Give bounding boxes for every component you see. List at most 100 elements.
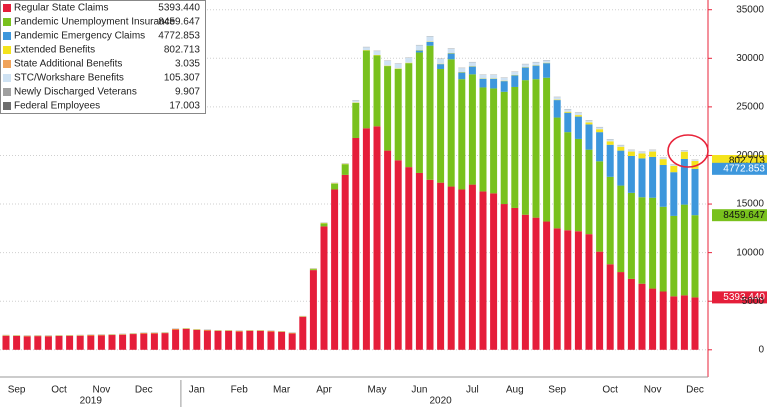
bar-segment: [649, 156, 657, 198]
bar-segment: [511, 71, 519, 75]
bar-segment: [659, 164, 667, 207]
bar-segment: [437, 68, 445, 183]
bar-segment: [617, 145, 625, 147]
bar-segment: [426, 41, 434, 46]
bar-segment: [649, 150, 657, 152]
bar-segment: [490, 193, 498, 350]
bar-segment: [511, 86, 519, 208]
bar-segment: [225, 330, 233, 350]
bar-segment: [670, 165, 678, 173]
bar-segment: [129, 334, 137, 350]
legend-value: 802.713: [164, 45, 201, 56]
legend-label: Extended Benefits: [14, 45, 95, 56]
bar-segment: [437, 58, 445, 64]
bar-segment: [680, 158, 688, 205]
bar-segment: [490, 74, 498, 79]
bar-segment: [352, 100, 360, 103]
x-tick-label: Jan: [189, 385, 205, 396]
bar-segment: [34, 336, 42, 350]
bar-segment: [246, 330, 254, 350]
legend-label: Federal Employees: [14, 101, 100, 112]
bar-segment: [352, 137, 360, 350]
bar-segment: [543, 77, 551, 222]
bar-segment: [405, 63, 413, 168]
y-tick-label: 15000: [736, 199, 764, 210]
value-tag: [712, 209, 767, 222]
x-tick-label: Oct: [51, 385, 67, 396]
y-tick-label: 0: [758, 344, 764, 355]
axis-labels: 0 5000 10000 15000 20000 25000 30000 35000 Sep Oc…: [8, 4, 764, 407]
x-tick-label: Jun: [411, 385, 427, 396]
bar-segment: [384, 60, 392, 66]
bar-segment: [670, 164, 678, 166]
legend-swatch: [3, 88, 11, 96]
value-tag-label: 8459.647: [723, 210, 765, 221]
y-tick-label: 25000: [736, 102, 764, 113]
bar-segment: [490, 88, 498, 194]
value-tags: 802.713 8459.647 4772.853 5393.440: [712, 155, 767, 304]
bar-segment: [596, 132, 604, 162]
bar-segment: [44, 336, 52, 350]
bar-segment: [479, 191, 487, 350]
bar-segment: [574, 112, 582, 116]
bar-segment: [606, 141, 614, 145]
bar-segment: [55, 335, 63, 350]
bar-segment: [691, 168, 699, 216]
bar-segment: [521, 214, 529, 350]
bar-segment: [627, 150, 635, 152]
bar-segment: [415, 52, 423, 173]
bar-segment: [490, 78, 498, 89]
bar-segment: [659, 159, 667, 165]
bar-segment: [680, 150, 688, 152]
x-tick-label: Dec: [686, 385, 704, 396]
legend-swatch: [3, 74, 11, 82]
bar-segment: [659, 206, 667, 292]
legend-label: Pandemic Unemployment Insurance: [14, 17, 176, 28]
bar-segment: [691, 159, 699, 161]
bar-segment: [670, 172, 678, 216]
bar-segment: [108, 335, 116, 350]
legend-swatch: [3, 46, 11, 54]
bar-segment: [627, 192, 635, 279]
bar-segment: [458, 68, 466, 72]
bar-segment: [437, 64, 445, 69]
bar-segment: [500, 77, 508, 81]
bar-segment: [331, 183, 339, 190]
bar-segment: [617, 150, 625, 186]
bar-segment: [606, 176, 614, 265]
bar-segment: [256, 330, 264, 350]
bar-segment: [394, 68, 402, 161]
value-tag: [712, 162, 767, 175]
bar-segment: [447, 53, 455, 60]
bar-segment: [532, 65, 540, 80]
legend-label: State Additional Benefits: [14, 59, 122, 70]
bar-segment: [415, 45, 423, 51]
bar-segment: [458, 72, 466, 80]
bars: [2, 36, 699, 350]
bar-segment: [670, 296, 678, 350]
x-tick-label: Apr: [316, 385, 332, 396]
bar-segment: [574, 138, 582, 232]
bar-segment: [2, 335, 10, 350]
bar-segment: [405, 167, 413, 350]
bar-segment: [585, 120, 593, 123]
legend-value: 105.307: [164, 73, 201, 84]
bar-segment: [373, 51, 381, 55]
bar-segment: [341, 164, 349, 175]
bar-segment: [182, 328, 190, 350]
bar-segment: [553, 117, 561, 229]
bar-segment: [627, 155, 635, 193]
value-tag-label: 802.713: [729, 156, 766, 167]
bar-segment: [553, 228, 561, 350]
bar-segment: [384, 150, 392, 350]
bar-segment: [447, 186, 455, 350]
bar-segment: [66, 335, 74, 350]
x-tick-label: Dec: [135, 385, 153, 396]
bar-segment: [553, 97, 561, 100]
bar-segment: [394, 160, 402, 350]
bar-segment: [415, 172, 423, 350]
bar-segment: [309, 270, 317, 350]
bar-segment: [659, 291, 667, 350]
bar-segment: [309, 269, 317, 271]
bar-segment: [649, 197, 657, 289]
